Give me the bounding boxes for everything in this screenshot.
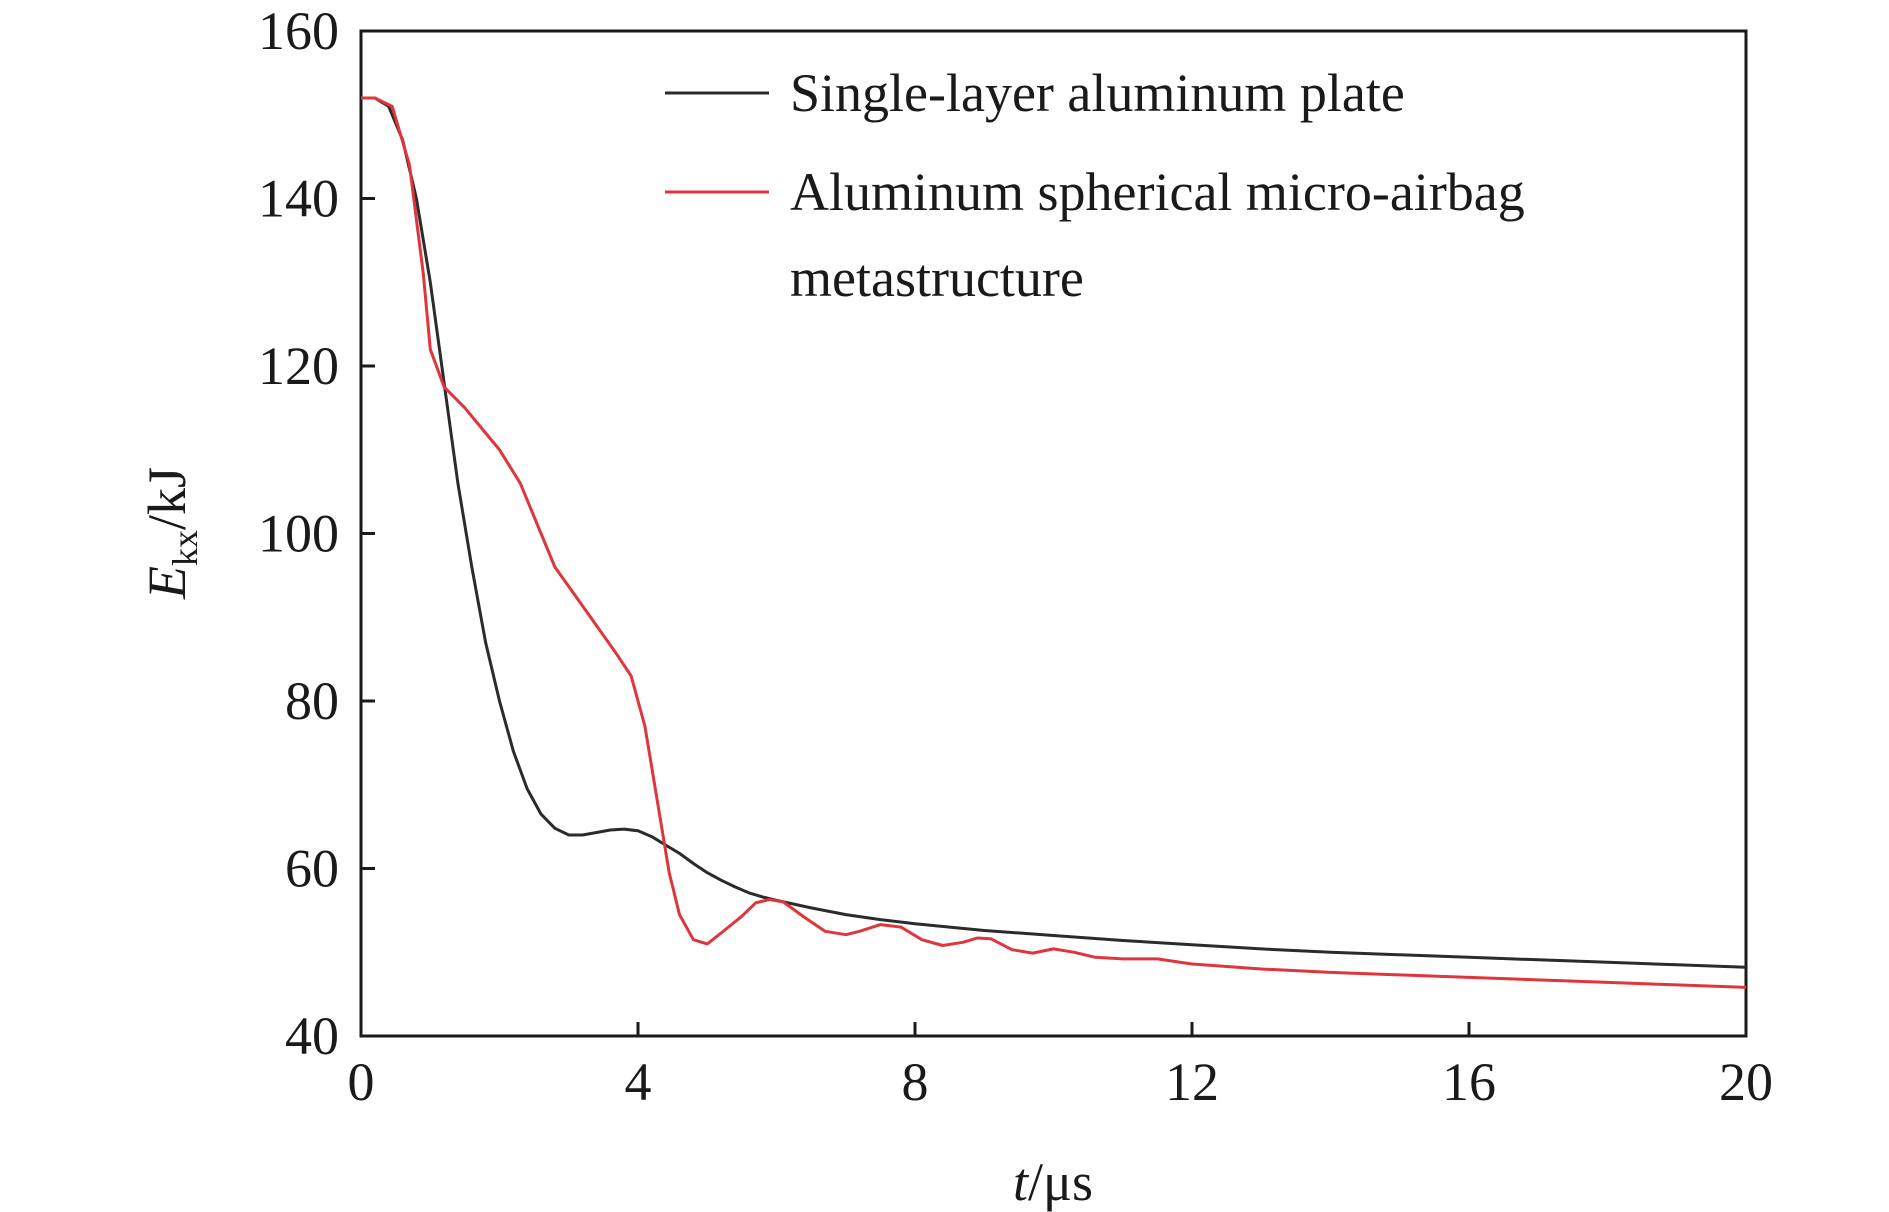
y-tick-label: 60 — [285, 839, 339, 899]
x-tick-label: 4 — [625, 1052, 652, 1112]
y-tick-label: 120 — [258, 336, 339, 396]
x-axis-label: t/μs — [1013, 1152, 1093, 1212]
x-tick-label: 20 — [1719, 1052, 1773, 1112]
series-line-1 — [361, 96, 1747, 969]
y-tick-label: 100 — [258, 504, 339, 564]
y-tick-label: 80 — [285, 671, 339, 731]
legend-label-2: metastructure — [790, 248, 1084, 308]
x-tick-label: 0 — [348, 1052, 375, 1112]
x-tick-label: 16 — [1442, 1052, 1496, 1112]
series-lines — [361, 96, 1747, 989]
legend-label-1: Single-layer aluminum plate — [790, 63, 1405, 123]
x-tick-label: 12 — [1165, 1052, 1219, 1112]
x-tick-label: 8 — [902, 1052, 929, 1112]
y-tick-label: 160 — [258, 1, 339, 61]
legend-label-2: Aluminum spherical micro-airbag — [790, 162, 1525, 222]
y-axis-label: Ekx/kJ — [137, 467, 205, 600]
y-axis: 40 60 80 100 120 140 160 — [258, 1, 375, 1066]
series-line-2 — [361, 96, 1747, 989]
y-tick-label: 40 — [285, 1006, 339, 1066]
legend: Single-layer aluminum plate Aluminum sphe… — [665, 63, 1525, 308]
y-tick-label: 140 — [258, 169, 339, 229]
x-axis: 0 4 8 12 16 20 — [348, 1022, 1773, 1112]
